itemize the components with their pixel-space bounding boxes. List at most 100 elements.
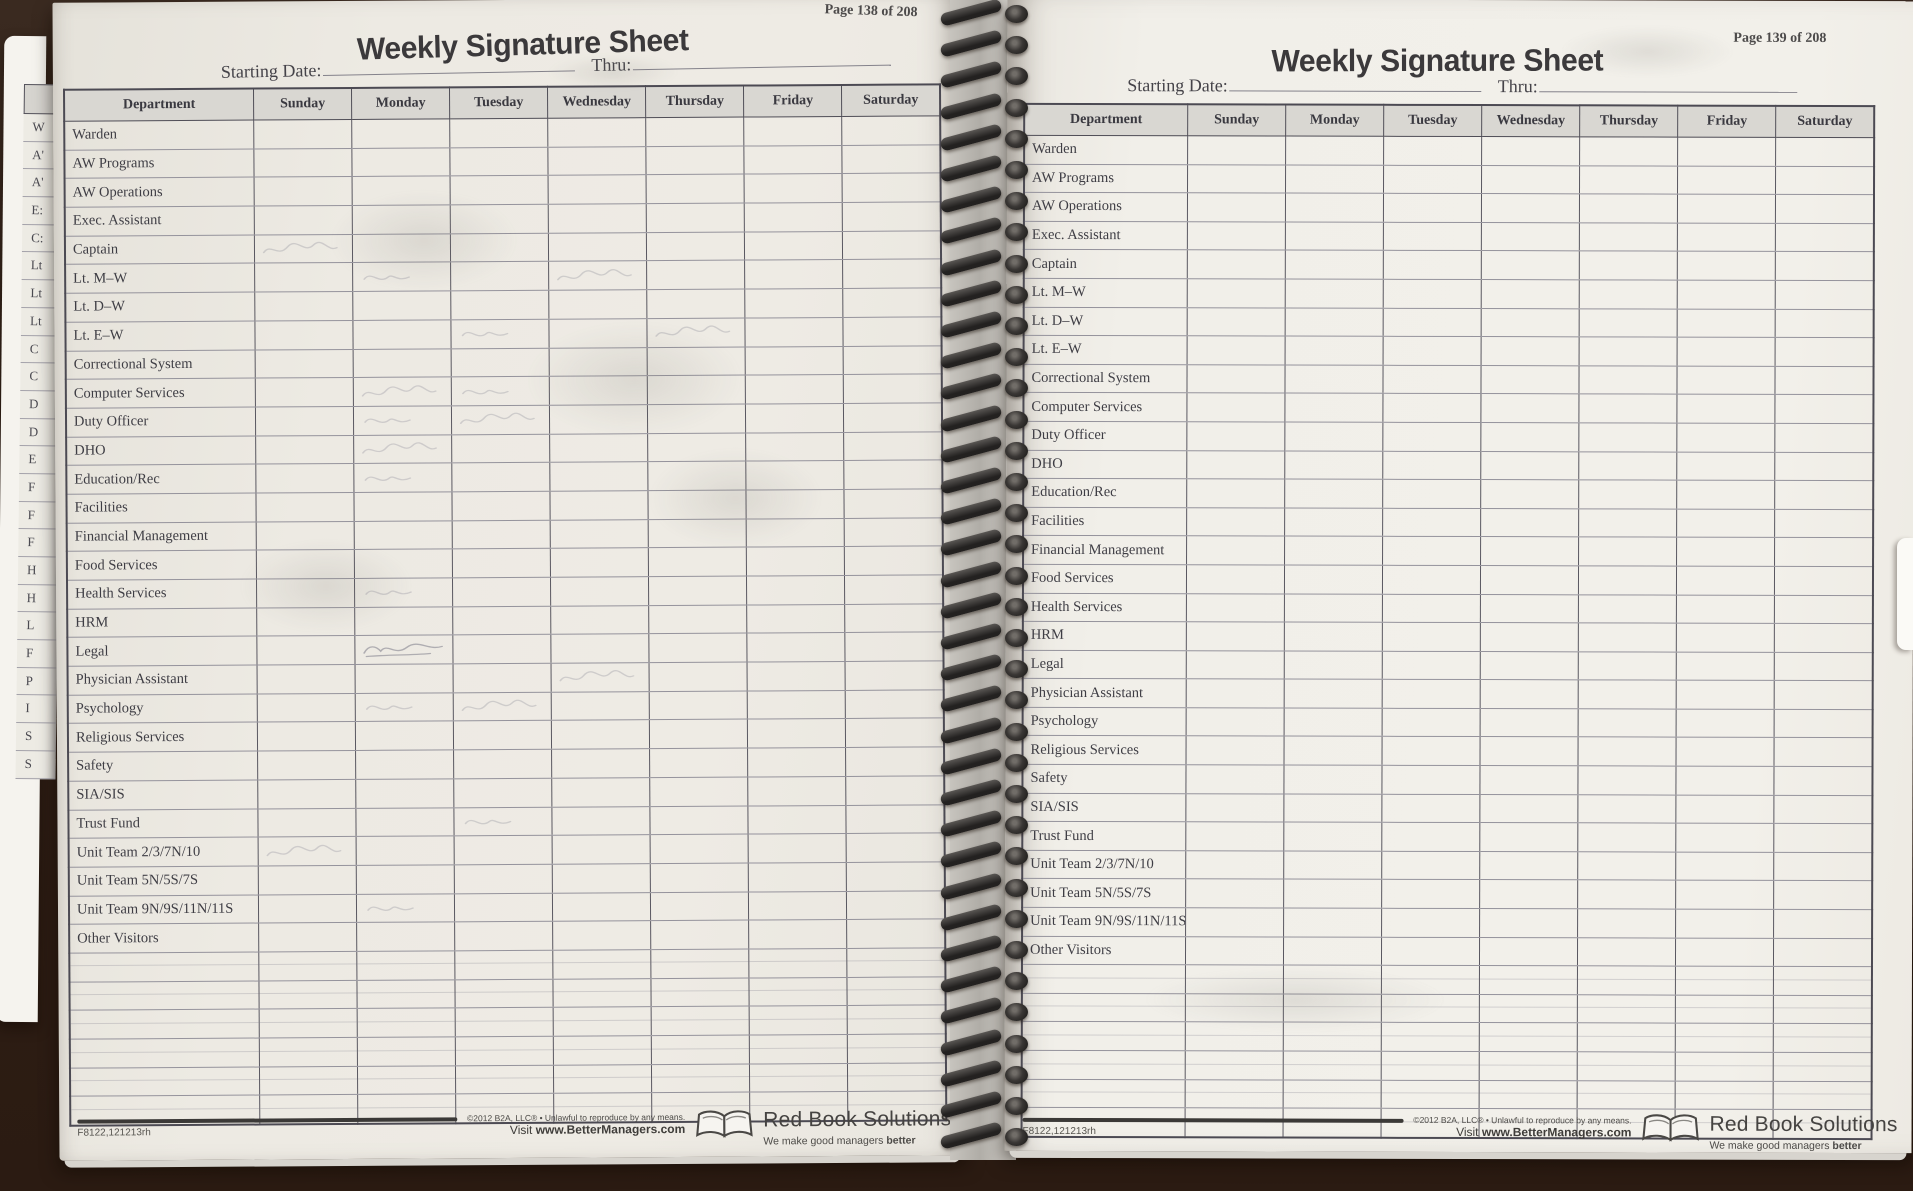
signature-cell: [749, 948, 848, 978]
table-row: Physician Assistant: [67, 660, 944, 695]
spiral-coil: [938, 466, 1042, 495]
signature-cell: [1579, 165, 1678, 195]
signature-cell: [1381, 879, 1480, 909]
signature-cell: [845, 660, 944, 691]
signature-cell: [1579, 365, 1678, 395]
signature-cell: [550, 576, 649, 606]
department-cell: Lt. M–W: [65, 263, 255, 294]
signature-cell: [551, 634, 650, 664]
signature-cell: [454, 892, 553, 923]
table-row: Unit Team 9N/9S/11N/11S: [1022, 907, 1873, 939]
signature-cell: [1577, 1080, 1676, 1110]
signature-cell: [1677, 137, 1777, 166]
signature-cell: [1479, 879, 1578, 909]
signature-cell: [1382, 593, 1481, 623]
signature-cell: [1775, 308, 1874, 338]
signature-cell: [1481, 308, 1580, 337]
signature-cell: [748, 833, 847, 863]
signature-cell: [847, 947, 946, 978]
signature-cell: [1774, 652, 1873, 681]
signature-cell: [1775, 251, 1874, 281]
signature-cell: [846, 890, 946, 920]
signature-cell: [1578, 594, 1677, 624]
signature-cell: [846, 919, 946, 949]
table-row: Physician Assistant: [1022, 678, 1873, 710]
signature-cell: [356, 893, 455, 923]
signature-cell: [1774, 823, 1873, 853]
signature-cell: [1577, 851, 1677, 881]
signature-cell: [548, 232, 647, 262]
signature-cell: [1775, 337, 1874, 367]
signature-cell: [553, 1035, 652, 1065]
signature-cell: [1676, 851, 1775, 881]
signature-cell: [1579, 422, 1678, 452]
brand-tagline: We make good managers better: [763, 1134, 951, 1148]
pencil-scribble: [655, 325, 731, 337]
signature-cell: [1579, 279, 1678, 309]
spiral-coil: [938, 715, 1042, 745]
table-row: Computer Services: [65, 374, 942, 409]
signature-cell: [1775, 165, 1875, 195]
table-row: Financial Management: [1023, 535, 1874, 567]
edge-letter: I: [16, 695, 57, 724]
signature-cell: [1284, 421, 1384, 451]
signature-cell: [1675, 966, 1774, 996]
signature-cell: [1578, 651, 1677, 681]
visit-line: Visit www.BetterManagers.com: [1413, 1125, 1631, 1139]
edge-letter: F: [18, 473, 60, 503]
signature-cell: [747, 632, 846, 663]
signature-cell: [1186, 736, 1285, 766]
signature-cell: [1676, 594, 1775, 624]
signature-cell: [746, 604, 846, 634]
signature-cell: [1284, 479, 1383, 509]
signature-cell: [353, 348, 452, 378]
spiral-coil: [938, 29, 1042, 58]
signature-cell: [548, 146, 647, 176]
signature-cell: [1187, 250, 1286, 280]
table-row: Unit Team 2/3/7N/10: [1022, 850, 1873, 882]
signature-cell: [1381, 851, 1480, 880]
signature-cell: [1285, 136, 1384, 165]
table-row: Lt. M–W: [65, 259, 942, 294]
signature-cell: [553, 1006, 652, 1037]
signature-cell: [1187, 221, 1286, 251]
signature-cell: [843, 287, 942, 318]
signature-cell: [1578, 479, 1678, 509]
department-cell: Captain: [64, 234, 255, 265]
signature-cell: [455, 1064, 554, 1095]
signature-cell: [452, 577, 551, 607]
signature-cell: [1577, 1023, 1676, 1053]
pencil-scribble: [363, 275, 410, 280]
signature-cell: [452, 634, 552, 664]
spiral-binding: [938, 0, 1050, 1160]
signature-cell: [1186, 421, 1285, 451]
spiral-coil: [938, 497, 1042, 526]
signature-cell: [1676, 794, 1775, 824]
right-page: Weekly Signature Sheet Page 139 of 208 S…: [1004, 0, 1913, 1154]
signature-cell: [1774, 794, 1873, 824]
signature-cell: [747, 747, 847, 777]
signature-cell: [454, 950, 554, 980]
signature-cell: [1381, 822, 1481, 852]
signature-cell: [749, 977, 848, 1007]
signature-cell: [1773, 1052, 1872, 1082]
table-row: Health Services: [66, 574, 944, 609]
signature-cell: [1382, 565, 1481, 595]
signature-cell: [1382, 508, 1481, 537]
spiral-coil: [938, 528, 1042, 558]
visit-url: www.BetterManagers.com: [535, 1121, 686, 1137]
signature-cell: [744, 173, 843, 204]
signature-cell: [553, 1064, 652, 1094]
signature-cell: [1677, 280, 1776, 309]
edge-letter: S: [15, 750, 56, 779]
table-row: Other Visitors: [1021, 935, 1873, 967]
pencil-scribble: [559, 670, 635, 682]
signature-cell: [1578, 823, 1677, 852]
signature-cell: [355, 721, 454, 751]
starting-date-label: Starting Date:: [1127, 75, 1228, 96]
signature-cell: [455, 1007, 554, 1037]
signature-cell: [1283, 1051, 1382, 1080]
signature-cell: [1578, 708, 1677, 738]
department-cell: Trust Fund: [68, 808, 259, 839]
table-row: Psychology: [1022, 707, 1873, 739]
